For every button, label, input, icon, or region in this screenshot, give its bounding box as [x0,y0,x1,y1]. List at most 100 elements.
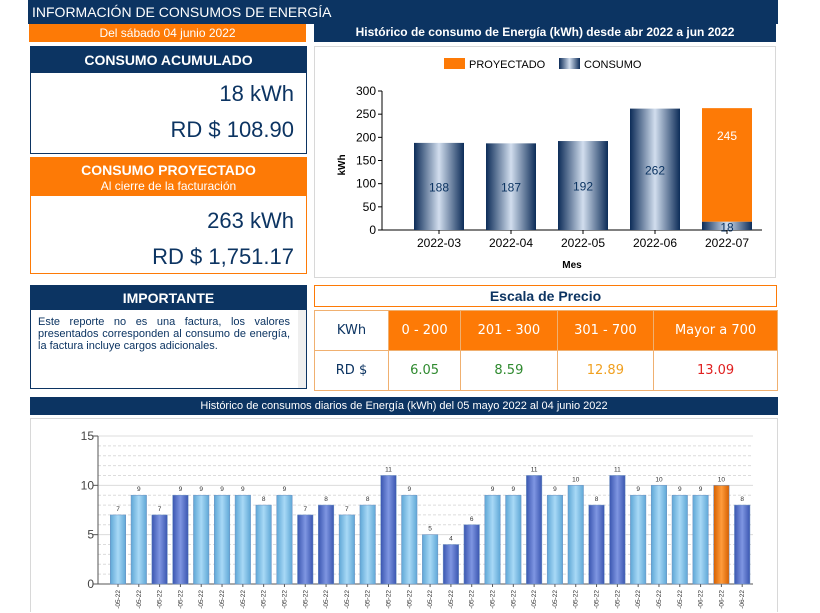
x-tick-label: -05-22 [344,590,351,609]
x-tick-label: -05-22 [573,590,580,609]
price-scale-rd-label: RD $ [314,350,389,391]
price-scale-table: KWh 0 - 200 201 - 300 301 - 700 Mayor a … [314,310,778,391]
daily-bar [650,485,667,585]
x-tick-label: -06-22 [718,590,725,609]
projected-title: CONSUMO PROYECTADO [81,162,256,178]
report-date: Del sábado 04 junio 2022 [29,24,306,42]
daily-bar [630,494,647,585]
legend-consumo-label: CONSUMO [584,59,642,71]
x-tick-label: -05-22 [656,590,663,609]
x-tick-label: -06-22 [698,590,705,609]
daily-bar [110,514,126,585]
monthly-bar-value-label: 262 [645,163,665,177]
daily-bar [359,504,376,585]
monthly-bar-value-label: 18 [720,221,734,235]
price-range: Mayor a 700 [653,310,778,351]
daily-bar [588,504,605,585]
daily-bar-value-label: 9 [407,486,411,493]
y-tick-label: 250 [356,107,376,121]
monthly-y-axis-label: kWh [337,154,348,175]
daily-bar [609,475,626,585]
monthly-bar-consumo [486,143,536,230]
important-title: IMPORTANTE [31,286,306,310]
daily-bar-value-label: 7 [116,506,120,513]
daily-bar [380,475,397,585]
y-tick-label: 0 [369,223,376,237]
accumulated-title: CONSUMO ACUMULADO [31,47,306,73]
x-tick-label: 2022-05 [561,236,605,250]
monthly-bar-consumo [702,221,752,230]
daily-bar [692,494,709,585]
y-tick-label: 5 [87,528,94,542]
daily-chart: 0 5 10 15 -05-22 -05-22 -05-22 -05-22 -05-22 -05-… [81,429,753,609]
monthly-chart-title: Histórico de consumo de Energía (kWh) de… [355,25,735,39]
daily-bar [442,544,459,585]
daily-bar-value-label: 9 [179,486,183,493]
daily-bar-value-label: 9 [491,486,495,493]
daily-bar [214,494,231,585]
daily-bar [713,485,730,585]
daily-bar-value-label: 7 [158,506,162,513]
price-value: 6.05 [387,350,462,391]
x-tick-label: -05-22 [677,590,684,609]
daily-bar [505,494,522,585]
monthly-chart: PROYECTADO CONSUMO kWh Mes 0 50 100 150 200 2… [337,58,762,271]
accumulated-card: CONSUMO ACUMULADO 18 kWh RD $ 108.90 [30,46,307,154]
x-tick-label: -05-22 [531,590,538,609]
daily-bar-value-label: 6 [470,516,474,523]
daily-bar-value-label: 9 [220,486,224,493]
daily-bar [422,534,439,585]
x-tick-label: -05-22 [365,590,372,609]
x-tick-label: -05-22 [198,590,205,609]
daily-bar [130,494,147,585]
daily-bar [484,494,501,585]
accumulated-kwh: 18 kWh [219,81,294,106]
x-tick-label: -05-22 [261,590,268,609]
x-tick-label: -05-22 [614,590,621,609]
price-scale-title: Escala de Precio [489,288,602,304]
daily-bar-value-label: 9 [241,486,245,493]
price-scale-range-row: KWh 0 - 200 201 - 300 301 - 700 Mayor a … [314,310,778,351]
x-tick-label: -05-22 [469,590,476,609]
x-tick-label: -05-22 [157,590,164,609]
daily-bar [318,504,335,585]
daily-bar [151,514,168,585]
daily-bar-value-label: 7 [345,506,349,513]
daily-bar-value-label: 9 [699,486,703,493]
daily-bar-value-label: 9 [137,486,141,493]
daily-bar-value-label: 11 [614,466,621,473]
x-tick-label: 2022-03 [417,236,461,250]
y-tick-label: 100 [356,177,376,191]
x-tick-label: -05-22 [240,590,247,609]
x-tick-label: -05-22 [552,590,559,609]
x-tick-label: -05-22 [323,590,330,609]
x-tick-label: -05-22 [427,590,434,609]
daily-chart-title: Histórico de consumos diarios de Energía… [200,400,608,412]
projected-amount: RD $ 1,751.17 [152,244,294,269]
daily-bar-value-label: 11 [531,466,538,473]
daily-bar [734,504,751,585]
monthly-bar-value-label: 188 [429,180,449,194]
price-scale-price-row: RD $ 6.05 8.59 12.89 13.09 [314,350,778,391]
x-tick-label: -05-22 [385,590,392,609]
x-tick-label: -05-22 [115,590,122,609]
daily-bar-value-label: 10 [572,476,580,483]
legend-consumo-swatch [559,58,580,69]
price-scale-kwh-label: KWh [314,310,389,351]
projected-header: CONSUMO PROYECTADO Al cierre de la factu… [31,158,306,196]
daily-bar [193,494,210,585]
x-tick-label: 2022-04 [489,236,533,250]
daily-bar-value-label: 9 [512,486,516,493]
daily-chart-header: Histórico de consumos diarios de Energía… [30,397,778,415]
accumulated-amount: RD $ 108.90 [170,117,294,142]
price-scale-title-box: Escala de Precio [314,285,777,307]
x-tick-label: -05-22 [281,590,288,609]
important-text: Este reporte no es una factura, los valo… [31,310,298,388]
page-title: INFORMACIÓN DE CONSUMOS DE ENERGÍA [32,4,332,20]
y-tick-label: 0 [87,577,94,591]
price-value: 13.09 [653,350,778,391]
x-tick-label: -05-22 [594,590,601,609]
price-range: 0 - 200 [387,310,462,351]
monthly-bar-projected-label: 245 [717,129,737,143]
x-tick-label: -05-22 [177,590,184,609]
